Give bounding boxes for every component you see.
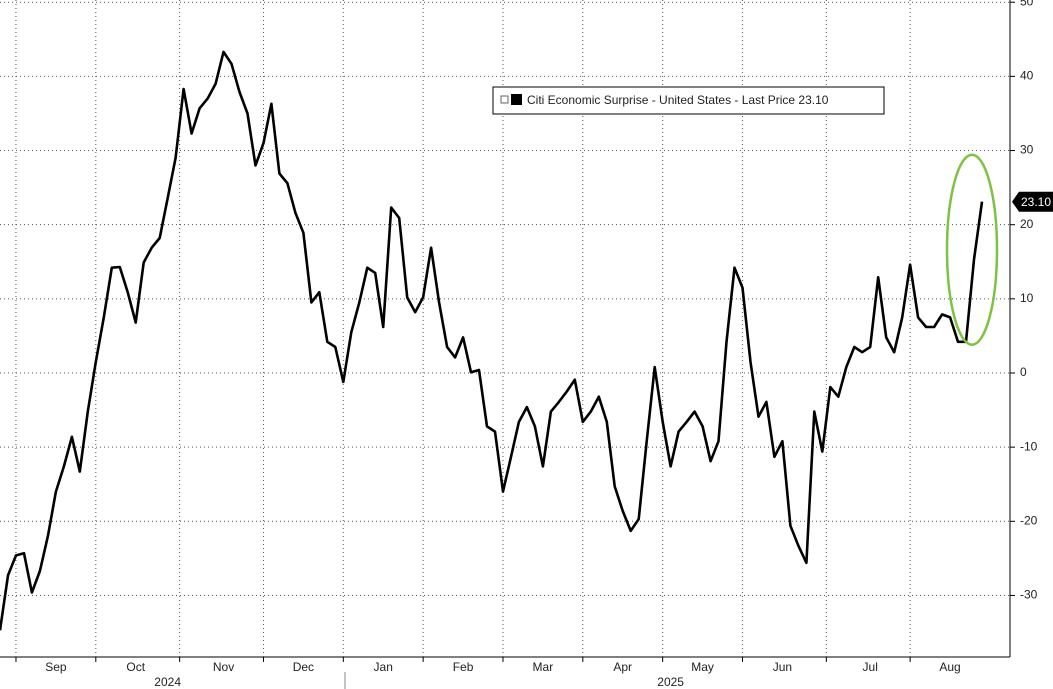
year-label: 2025 [657, 675, 684, 689]
x-tick-label: Mar [533, 660, 554, 674]
y-tick-label: -10 [1020, 439, 1038, 453]
x-tick-label: Sep [45, 660, 67, 674]
x-tick-label: Feb [453, 660, 474, 674]
x-tick-label: Jul [863, 660, 878, 674]
legend-swatch [511, 94, 522, 105]
x-tick-label: Oct [126, 660, 145, 674]
x-tick-label: Apr [613, 660, 632, 674]
y-tick-label: 30 [1020, 143, 1034, 157]
x-tick-label: Nov [213, 660, 234, 674]
y-tick-label: 10 [1020, 291, 1034, 305]
x-tick-label: Jun [773, 660, 792, 674]
highlight-ellipse [945, 153, 999, 346]
x-tick-label: May [691, 660, 714, 674]
y-tick-label: 20 [1020, 217, 1034, 231]
y-tick-label: 0 [1020, 365, 1027, 379]
line-series [0, 50, 984, 631]
y-tick-label: 50 [1020, 0, 1034, 8]
y-tick-label: -20 [1020, 513, 1038, 527]
legend-toggle [500, 95, 509, 104]
legend-box [492, 86, 885, 115]
last-price-tag [1012, 191, 1053, 212]
legend-label: Citi Economic Surprise - United States -… [527, 93, 829, 107]
year-label: 2024 [154, 675, 181, 689]
x-tick-label: Dec [293, 660, 314, 674]
x-tick-label: Jan [374, 660, 393, 674]
x-tick-label: Aug [939, 660, 960, 674]
y-tick-label: 40 [1020, 69, 1034, 83]
y-tick-label: -30 [1020, 588, 1038, 602]
last-price-label: 23.10 [1021, 195, 1051, 209]
